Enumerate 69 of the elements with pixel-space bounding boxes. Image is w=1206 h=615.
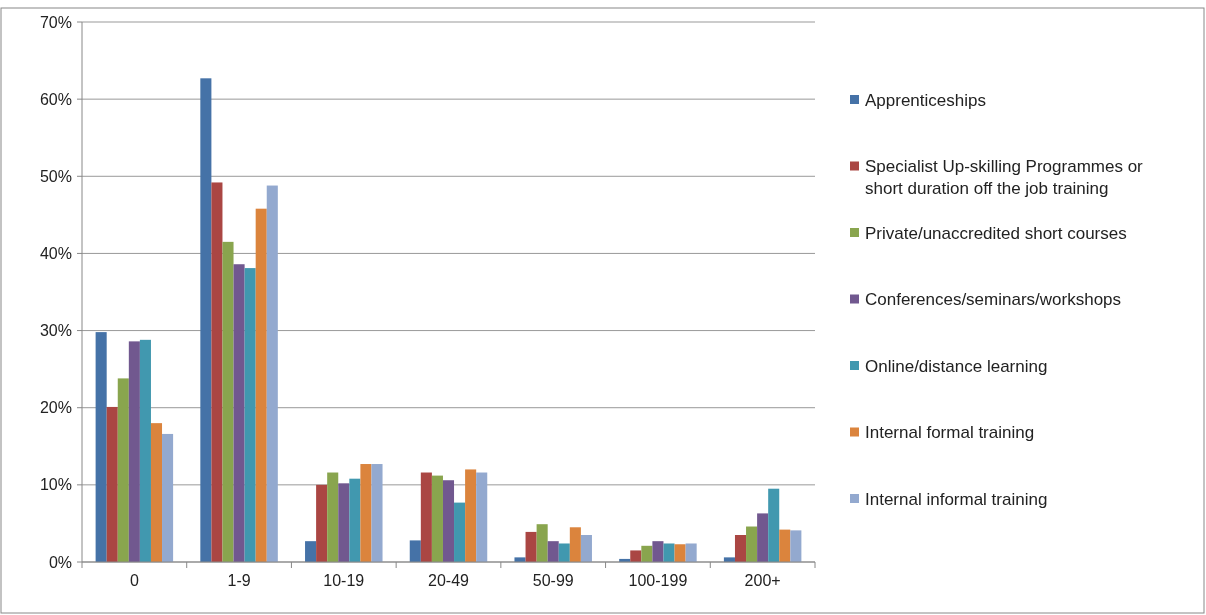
bar — [685, 543, 697, 562]
bar — [768, 488, 780, 562]
bar — [349, 478, 361, 562]
x-tick-label: 50-99 — [532, 572, 574, 589]
legend-label: Conferences/seminars/workshops — [865, 290, 1122, 310]
x-tick-label: 1-9 — [227, 572, 251, 589]
legend-label: Online/distance learning — [865, 356, 1048, 376]
bar — [630, 550, 642, 562]
bar — [663, 543, 675, 562]
bar — [162, 433, 174, 562]
bar — [558, 543, 570, 562]
x-tick-label: 200+ — [744, 572, 781, 589]
bar — [150, 423, 163, 562]
bar — [222, 241, 234, 562]
bar — [674, 544, 686, 562]
legend-label: Internal informal training — [865, 489, 1048, 509]
y-tick-label: 20% — [39, 399, 72, 417]
bar — [790, 530, 802, 562]
bar — [327, 472, 339, 562]
bar — [525, 531, 537, 562]
y-tick-label: 50% — [39, 167, 72, 185]
bar — [360, 464, 372, 562]
legend-label: Internal formal training — [865, 423, 1035, 443]
bar — [139, 339, 151, 562]
y-tick-label: 70% — [39, 13, 72, 31]
bar — [514, 557, 526, 562]
bar — [95, 332, 107, 562]
x-tick-label: 20-49 — [428, 572, 470, 589]
bar — [757, 513, 769, 562]
x-tick-label: 10-19 — [323, 572, 365, 589]
y-tick-label: 40% — [39, 245, 72, 263]
bar — [338, 483, 350, 562]
bar — [476, 472, 488, 562]
bar — [465, 469, 477, 562]
bar — [580, 535, 592, 562]
bar — [266, 185, 278, 562]
bar — [746, 526, 758, 562]
legend-label: Private/unaccredited short courses — [865, 223, 1127, 243]
bar — [420, 472, 432, 562]
bar — [652, 541, 664, 562]
bar — [779, 529, 791, 562]
bar — [734, 535, 747, 562]
bar — [409, 540, 421, 562]
bar — [371, 464, 383, 562]
bar — [641, 545, 653, 562]
bar — [117, 378, 129, 562]
y-tick-label: 10% — [39, 476, 72, 494]
bar — [200, 78, 212, 562]
bar — [106, 406, 118, 562]
bar — [454, 502, 466, 562]
bar — [305, 541, 317, 562]
bar — [233, 264, 245, 562]
bar — [547, 541, 559, 562]
legend-label: Apprenticeships — [865, 90, 986, 110]
bar — [255, 208, 267, 562]
bar — [316, 484, 328, 562]
bar — [128, 341, 140, 562]
bar — [431, 475, 443, 562]
bar — [211, 182, 223, 562]
x-tick-label: 0 — [129, 572, 139, 589]
y-tick-label: 30% — [39, 322, 72, 340]
bar — [442, 480, 455, 562]
x-tick-label: 100-199 — [628, 572, 688, 589]
legend-label: Specialist Up-skilling Programmes or short duration off the job training — [865, 157, 1144, 199]
y-tick-label: 0% — [48, 553, 72, 571]
y-tick-label: 60% — [39, 90, 72, 108]
bar — [569, 527, 581, 562]
bar — [536, 524, 548, 562]
bar — [244, 268, 256, 562]
